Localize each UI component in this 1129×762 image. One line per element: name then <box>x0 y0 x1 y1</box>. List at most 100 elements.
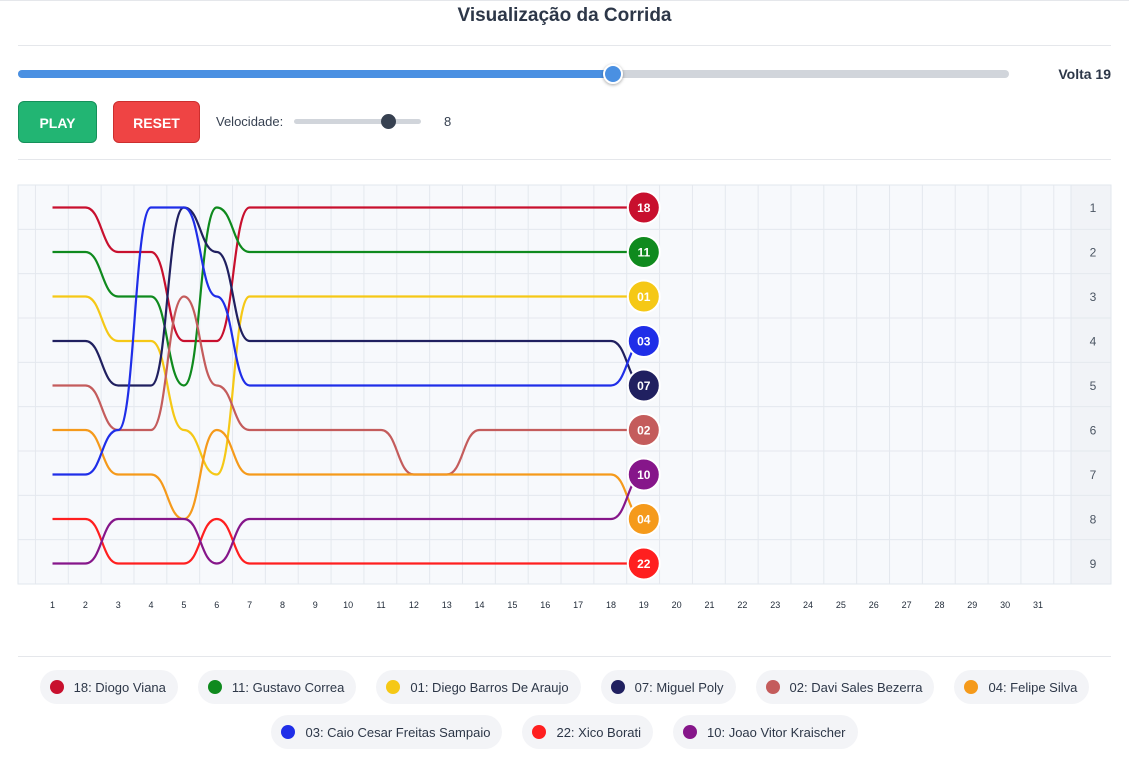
legend-label: 02: Davi Sales Bezerra <box>789 679 923 695</box>
x-tick-label: 2 <box>83 600 88 610</box>
position-tick-label: 8 <box>1090 513 1097 527</box>
legend-color-dot <box>683 725 698 739</box>
x-tick-label: 19 <box>639 600 649 610</box>
divider-top <box>18 45 1111 46</box>
x-tick-label: 24 <box>803 600 813 610</box>
series-line-10 <box>52 473 645 565</box>
legend-color-dot <box>964 680 979 694</box>
x-tick-label: 17 <box>573 600 583 610</box>
legend-color-dot <box>386 680 401 694</box>
x-tick-label: 13 <box>442 600 452 610</box>
driver-badge-18 <box>626 190 661 225</box>
legend-label: 11: Gustavo Correa <box>231 679 345 695</box>
x-tick-label: 29 <box>967 600 977 610</box>
position-tick-label: 6 <box>1090 424 1097 438</box>
position-tick-label: 3 <box>1090 290 1097 304</box>
x-tick-label: 20 <box>672 600 682 610</box>
series-line-03 <box>52 206 645 476</box>
legend-color-dot <box>207 680 222 694</box>
driver-badge-11 <box>626 235 661 269</box>
legend-color-dot <box>765 680 780 694</box>
series-line-04 <box>52 428 645 521</box>
x-tick-label: 14 <box>475 600 485 610</box>
driver-badge-01 <box>626 279 661 314</box>
x-tick-label: 21 <box>704 600 714 610</box>
legend-item: 01: Diego Barros De Araujo <box>376 670 581 704</box>
legend-label: 18: Diogo Viana <box>73 679 166 695</box>
legend-item: 07: Miguel Poly <box>600 670 736 704</box>
x-tick-label: 4 <box>149 600 154 610</box>
top-border <box>0 0 1129 1</box>
driver-badge-07 <box>626 368 661 403</box>
driver-badge-label-03: 03 <box>637 335 651 349</box>
x-tick-label: 10 <box>343 600 353 610</box>
x-tick-label: 30 <box>1000 600 1010 610</box>
position-tick-label: 7 <box>1090 468 1097 482</box>
speed-label: Velocidade: <box>216 114 284 129</box>
position-axis-panel <box>1070 184 1112 585</box>
legend-item: 03: Caio Cesar Freitas Sampaio <box>271 715 503 749</box>
page-title: Visualização da Corrida <box>457 5 672 26</box>
legend-row: 18: Diogo Viana 11: Gustavo Correa 01: Die… <box>18 670 1111 704</box>
position-tick-label: 4 <box>1090 335 1097 349</box>
legend-item: 11: Gustavo Correa <box>197 670 357 704</box>
speed-value: 8 <box>444 114 452 129</box>
position-tick-label: 1 <box>1090 201 1097 215</box>
legend-label: 07: Miguel Poly <box>634 679 724 695</box>
driver-badge-02 <box>626 413 661 447</box>
x-tick-label: 16 <box>540 600 550 610</box>
x-tick-label: 12 <box>409 600 419 610</box>
driver-badge-04 <box>626 502 661 536</box>
x-tick-label: 7 <box>247 600 252 610</box>
position-tick-label: 2 <box>1090 246 1097 260</box>
x-tick-label: 25 <box>836 600 846 610</box>
x-tick-label: 15 <box>507 600 517 610</box>
legend-color-dot <box>610 680 625 694</box>
x-tick-label: 3 <box>116 600 121 610</box>
play-button[interactable]: PLAY <box>18 101 97 143</box>
reset-button[interactable]: RESET <box>113 101 200 143</box>
x-tick-label: 11 <box>376 600 385 610</box>
x-tick-label: 26 <box>869 600 879 610</box>
series-line-01 <box>52 295 644 476</box>
speed-slider[interactable] <box>294 114 421 129</box>
legend: 18: Diogo Viana 11: Gustavo Correa 01: Die… <box>18 670 1111 760</box>
legend-label: 01: Diego Barros De Araujo <box>410 679 569 695</box>
x-tick-label: 31 <box>1033 600 1043 610</box>
x-tick-label: 6 <box>214 600 219 610</box>
lap-slider-handle[interactable] <box>603 64 623 84</box>
position-tick-label: 9 <box>1090 557 1097 571</box>
lap-slider[interactable] <box>18 64 1009 84</box>
series-line-11 <box>52 206 644 387</box>
lap-indicator: Volta 19 <box>1058 66 1111 82</box>
x-tick-label: 9 <box>313 600 318 610</box>
legend-item: 04: Felipe Silva <box>954 670 1090 704</box>
x-tick-label: 8 <box>280 600 285 610</box>
x-tick-label: 23 <box>770 600 780 610</box>
driver-badge-label-10: 10 <box>637 468 651 482</box>
divider-bottom <box>18 656 1111 657</box>
driver-badge-label-18: 18 <box>637 201 651 215</box>
legend-item: 18: Diogo Viana <box>39 670 178 704</box>
legend-color-dot <box>532 725 547 739</box>
driver-badge-label-04: 04 <box>637 513 651 527</box>
legend-label: 10: Joao Vitor Kraischer <box>707 724 846 740</box>
x-tick-label: 27 <box>902 600 912 610</box>
legend-item: 10: Joao Vitor Kraischer <box>673 715 858 749</box>
series-line-07 <box>52 206 645 387</box>
x-tick-label: 22 <box>737 600 747 610</box>
driver-badge-label-22: 22 <box>637 557 651 571</box>
legend-item: 22: Xico Borati <box>522 715 654 749</box>
x-tick-label: 28 <box>934 600 944 610</box>
legend-color-dot <box>281 725 296 739</box>
legend-row: 03: Caio Cesar Freitas Sampaio 22: Xico B… <box>18 715 1111 749</box>
legend-label: 22: Xico Borati <box>556 724 642 740</box>
driver-badge-label-02: 02 <box>637 424 651 438</box>
legend-label: 04: Felipe Silva <box>988 679 1078 695</box>
lap-slider-fill <box>18 70 613 78</box>
x-tick-label: 5 <box>181 600 186 610</box>
speed-slider-handle[interactable] <box>381 114 396 129</box>
legend-label: 03: Caio Cesar Freitas Sampaio <box>305 724 491 740</box>
divider-middle <box>18 159 1111 160</box>
legend-color-dot <box>49 680 64 694</box>
